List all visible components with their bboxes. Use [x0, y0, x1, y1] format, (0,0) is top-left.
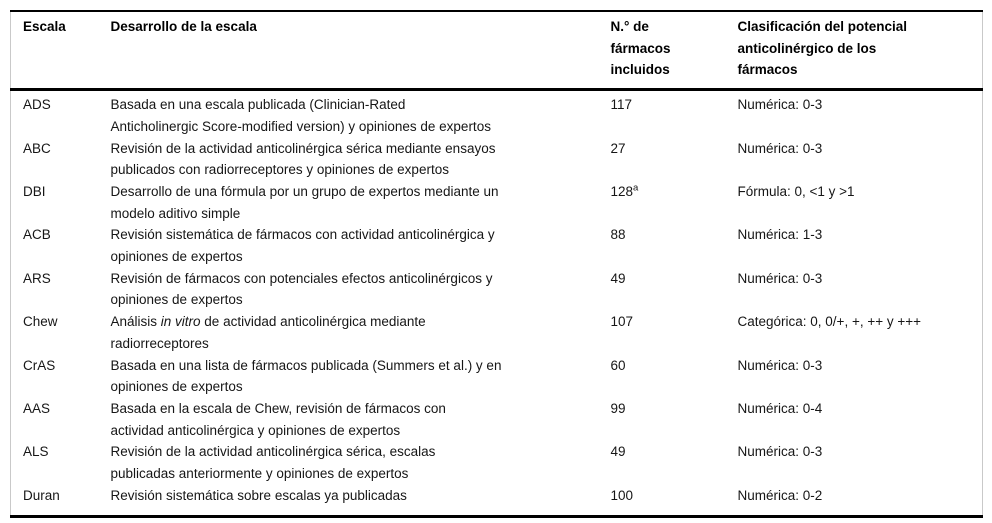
development-cell: Desarrollo de una fórmula por un grupo d…	[111, 181, 611, 224]
header-row: Escala Desarrollo de la escala N.° de fá…	[10, 11, 983, 92]
count-cell: 99	[611, 398, 738, 441]
header-clasificacion: Clasificación del potencial anticolinérg…	[737, 11, 983, 92]
count-superscript: a	[633, 182, 639, 194]
classification-cell: Fórmula: 0, <1 y >1	[737, 183, 855, 199]
scale-cell: Chew	[23, 314, 58, 330]
count-value: 99	[610, 400, 626, 416]
development-text: Revisión de fármacos con potenciales efe…	[110, 270, 493, 308]
count-value: 60	[610, 357, 626, 373]
count-value: 88	[610, 227, 626, 243]
development-text-post: de actividad anticolinérgica mediante ra…	[110, 314, 426, 351]
development-text: Revisión sistemática de fármacos con act…	[110, 227, 495, 265]
table-row: CrAS Basada en una lista de fármacos pub…	[11, 355, 983, 398]
count-cell: 49	[611, 441, 738, 484]
table-row: AAS Basada en la escala de Chew, revisió…	[11, 398, 983, 441]
table-row: ADS Basada en una escala publicada (Clin…	[11, 90, 983, 138]
development-cell: Basada en la escala de Chew, revisión de…	[111, 398, 611, 441]
count-cell: 88	[611, 224, 738, 267]
table-row: Duran Revisión sistemática sobre escalas…	[11, 485, 983, 517]
classification-cell: Numérica: 0-3	[737, 444, 823, 460]
classification-cell: Numérica: 0-3	[737, 270, 823, 286]
development-italic-text: in vitro	[160, 314, 201, 330]
development-text: Basada en la escala de Chew, revisión de…	[110, 400, 446, 438]
scale-cell: ALS	[23, 444, 49, 460]
development-cell: Revisión de la actividad anticolinérgica…	[111, 441, 611, 484]
count-cell: 60	[611, 355, 738, 398]
count-cell: 117	[611, 90, 738, 138]
header-desarrollo: Desarrollo de la escala	[110, 11, 611, 92]
header-escala: Escala	[10, 11, 111, 92]
scales-table: Escala Desarrollo de la escala N.° de fá…	[10, 10, 983, 519]
table-row: ABC Revisión de la actividad anticolinér…	[11, 138, 983, 181]
classification-cell: Numérica: 0-3	[737, 357, 823, 373]
table-row: ACB Revisión sistemática de fármacos con…	[11, 224, 983, 267]
scale-cell: DBI	[23, 183, 46, 199]
count-value: 128	[610, 183, 634, 199]
scale-cell: CrAS	[23, 357, 56, 373]
classification-cell: Numérica: 0-3	[737, 140, 823, 156]
count-cell: 128a	[611, 181, 738, 224]
development-text: Basada en una lista de fármacos publicad…	[110, 357, 502, 395]
classification-cell: Numérica: 0-2	[737, 487, 823, 503]
development-text: Análisis	[110, 314, 161, 330]
development-text: Revisión de la actividad anticolinérgica…	[110, 444, 436, 482]
scale-cell: ADS	[23, 97, 51, 113]
classification-cell: Numérica: 0-4	[737, 400, 823, 416]
development-cell: Análisis in vitro de actividad anticolin…	[111, 311, 611, 354]
development-text: Revisión sistemática sobre escalas ya pu…	[110, 487, 407, 503]
count-value: 117	[610, 97, 633, 113]
development-cell: Revisión de la actividad anticolinérgica…	[111, 138, 611, 181]
scale-cell: AAS	[23, 400, 51, 416]
development-cell: Basada en una escala publicada (Clinicia…	[111, 90, 611, 138]
scale-cell: ARS	[23, 270, 51, 286]
classification-cell: Numérica: 1-3	[737, 227, 823, 243]
development-text: Basada en una escala publicada (Clinicia…	[110, 97, 491, 134]
development-text: Revisión de la actividad anticolinérgica…	[110, 140, 496, 178]
development-text: Desarrollo de una fórmula por un grupo d…	[110, 183, 499, 221]
development-cell: Basada en una lista de fármacos publicad…	[111, 355, 611, 398]
classification-cell: Categórica: 0, 0/+, +, ++ y +++	[737, 314, 922, 330]
table-row: ALS Revisión de la actividad anticolinér…	[11, 441, 983, 484]
count-cell: 27	[611, 138, 738, 181]
count-value: 49	[610, 270, 626, 286]
count-cell: 100	[611, 485, 738, 517]
count-value: 100	[610, 487, 634, 503]
count-cell: 49	[611, 268, 738, 311]
count-value: 27	[610, 140, 626, 156]
development-cell: Revisión de fármacos con potenciales efe…	[111, 268, 611, 311]
count-value: 107	[610, 314, 634, 330]
table-row: Chew Análisis in vitro de actividad anti…	[11, 311, 983, 354]
table-header: Escala Desarrollo de la escala N.° de fá…	[10, 11, 983, 92]
header-n-farmacos: N.° de fármacos incluidos	[610, 11, 738, 92]
scale-cell: ABC	[23, 140, 51, 156]
scale-cell: ACB	[23, 227, 51, 243]
table-row: DBI Desarrollo de una fórmula por un gru…	[11, 181, 983, 224]
table-row: ARS Revisión de fármacos con potenciales…	[11, 268, 983, 311]
count-value: 49	[610, 444, 626, 460]
table-body: ADS Basada en una escala publicada (Clin…	[11, 90, 983, 517]
paper-table-container: Escala Desarrollo de la escala N.° de fá…	[10, 10, 992, 519]
development-cell: Revisión sistemática sobre escalas ya pu…	[111, 485, 611, 517]
count-cell: 107	[611, 311, 738, 354]
scale-cell: Duran	[23, 487, 60, 503]
development-cell: Revisión sistemática de fármacos con act…	[111, 224, 611, 267]
classification-cell: Numérica: 0-3	[737, 97, 823, 113]
